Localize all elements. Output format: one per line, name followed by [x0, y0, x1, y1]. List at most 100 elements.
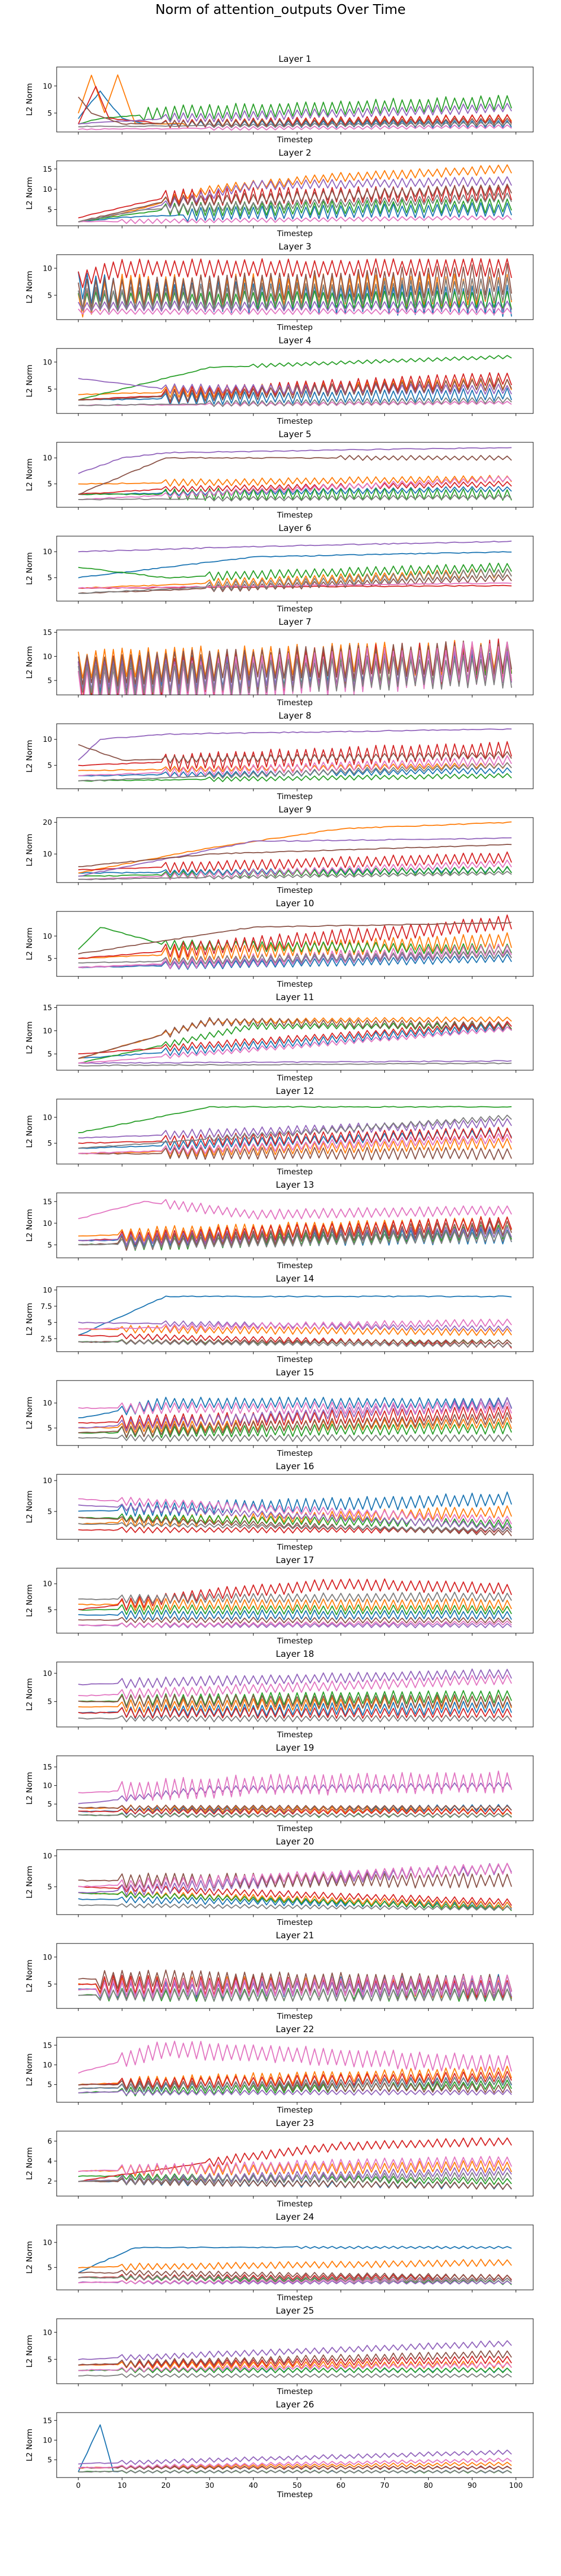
plot-frame [56, 723, 534, 789]
panel-title: Layer 11 [276, 992, 314, 1003]
y-tick-label: 5 [47, 2356, 52, 2364]
panel-layer-13: Layer 13 5 10 15 L2 Norm Timestep [25, 1180, 534, 1270]
y-tick-label: 5 [47, 1319, 52, 1327]
x-axis-label: Timestep [277, 510, 313, 520]
x-tick-label: 100 [509, 2482, 523, 2490]
y-tick-label: 15 [43, 2417, 52, 2425]
series-line [78, 585, 512, 589]
series-group [78, 1016, 512, 1067]
series-line [78, 1782, 512, 1804]
series-line [78, 387, 512, 405]
series-line [78, 762, 512, 782]
x-axis-label: Timestep [277, 1824, 313, 1833]
series-line [78, 2258, 512, 2271]
series-line [78, 837, 512, 877]
series-line [78, 551, 512, 578]
panel-layer-23: Layer 23 2 4 6 L2 Norm Timestep [25, 2118, 534, 2208]
series-line [78, 1903, 512, 1911]
series-group [78, 1668, 512, 1723]
series-line [78, 475, 512, 487]
series-line [78, 1578, 512, 1611]
series-line [78, 1969, 512, 1994]
y-axis-label: L2 Norm [25, 458, 34, 491]
panel-layer-18: Layer 18 5 10 L2 Norm Timestep [25, 1649, 534, 1739]
x-tick-label: 50 [293, 2482, 302, 2490]
series-line [78, 1609, 512, 1621]
y-tick-label: 10 [43, 1782, 52, 1790]
x-axis-label: Timestep [277, 1542, 313, 1552]
series-line [78, 1216, 512, 1246]
panel-layer-17: Layer 17 5 10 L2 Norm Timestep [25, 1555, 534, 1646]
series-group [78, 1106, 512, 1160]
y-tick-label: 10 [43, 1400, 52, 1408]
y-tick-label: 5 [47, 1241, 52, 1250]
plot-frame [56, 2224, 534, 2290]
series-group [78, 2137, 512, 2190]
series-line [78, 1295, 512, 1336]
panel-title: Layer 10 [276, 899, 314, 909]
series-group [78, 2246, 512, 2285]
series-line [78, 164, 512, 223]
panel-layer-24: Layer 24 5 10 L2 Norm Timestep [25, 2212, 534, 2302]
series-line [78, 2178, 512, 2190]
panel-title: Layer 13 [276, 1180, 314, 1190]
panel-layer-25: Layer 25 5 10 L2 Norm Timestep [25, 2306, 534, 2396]
y-tick-label: 7.5 [41, 1303, 52, 1311]
series-line [78, 728, 512, 761]
panel-layer-20: Layer 20 5 10 L2 Norm Timestep [25, 1837, 534, 1927]
panel-title: Layer 8 [279, 711, 312, 721]
series-group [78, 1491, 512, 1537]
y-axis-label: L2 Norm [25, 927, 34, 960]
series-line [78, 1503, 512, 1531]
panel-layer-11: Layer 11 5 10 15 L2 Norm Timestep [25, 992, 534, 1083]
y-tick-label: 5 [47, 206, 52, 214]
panel-title: Layer 5 [279, 429, 312, 440]
y-tick-label: 10 [43, 358, 52, 367]
panel-title: Layer 2 [279, 148, 312, 158]
series-line [78, 1604, 512, 1616]
panel-title: Layer 1 [279, 54, 312, 64]
y-tick-label: 5 [47, 1698, 52, 1706]
y-tick-label: 10 [43, 1220, 52, 1228]
series-line [78, 2360, 512, 2369]
x-axis-label: Timestep [277, 2105, 313, 2115]
series-line [78, 1412, 512, 1438]
y-axis-label: L2 Norm [25, 646, 34, 679]
series-line [78, 2449, 512, 2465]
y-axis-label: L2 Norm [25, 1584, 34, 1617]
series-line [78, 1891, 512, 1912]
series-line [78, 2075, 512, 2093]
x-tick-label: 0 [76, 2482, 81, 2490]
x-axis-label: Timestep [277, 323, 313, 332]
y-tick-label: 10 [43, 548, 52, 556]
panel-title: Layer 7 [279, 617, 312, 627]
series-line [78, 378, 512, 395]
y-tick-label: 10 [43, 933, 52, 941]
plot-frame [56, 442, 534, 508]
series-line [78, 1106, 512, 1134]
series-line [78, 1689, 512, 1707]
series-group [78, 638, 512, 695]
series-line [78, 932, 512, 963]
y-axis-label: L2 Norm [25, 2053, 34, 2086]
y-tick-label: 5 [47, 1424, 52, 1433]
series-line [78, 744, 512, 764]
plot-frame [56, 1943, 534, 2009]
series-line [78, 927, 512, 955]
series-line [78, 755, 512, 778]
panel-layer-26: Layer 26 5 10 15 L2 Norm Timestep 0 10 20 30 40 50 6… [25, 2400, 534, 2499]
y-tick-label: 10 [43, 851, 52, 859]
series-group [78, 2424, 512, 2474]
x-axis-label: Timestep [277, 229, 313, 238]
y-axis-label: L2 Norm [25, 740, 34, 773]
plot-frame [56, 2131, 534, 2197]
plot-frame [56, 536, 534, 602]
y-tick-label: 5 [47, 1606, 52, 1615]
panel-layer-5: Layer 5 5 10 L2 Norm Timestep [25, 429, 534, 520]
y-tick-label: 6 [47, 2137, 52, 2146]
y-tick-label: 10 [43, 186, 52, 194]
series-line [78, 1146, 512, 1160]
plot-frame [56, 2037, 534, 2103]
series-group [78, 1969, 512, 2002]
